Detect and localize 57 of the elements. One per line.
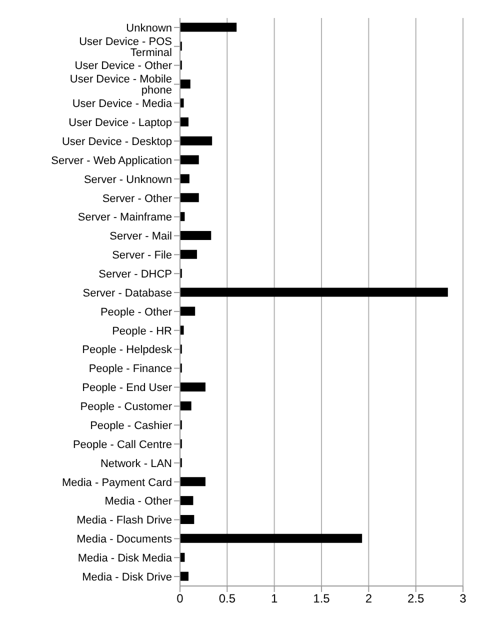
y-tick-label: People - End User	[82, 382, 172, 394]
bar	[180, 231, 212, 240]
x-tick-label: 0.5	[218, 592, 236, 606]
y-tick-label: Media - Payment Card	[62, 476, 172, 489]
y-tick-label: User Device - Laptop	[68, 117, 172, 130]
bar	[180, 117, 188, 126]
bar	[180, 288, 448, 297]
y-tick-label: Server - Mainframe	[78, 212, 172, 224]
y-tick-label: Network - LAN	[100, 458, 172, 470]
y-tick-label: People - Cashier	[90, 420, 172, 432]
y-tick-label: Server - Unknown	[84, 174, 172, 186]
x-tick-label: 2.5	[407, 592, 424, 606]
y-tick-label: Server - DHCP	[98, 268, 172, 281]
y-tick-label: Server - Web Application	[51, 154, 172, 167]
bar	[180, 306, 196, 316]
x-tick-label: 2	[365, 592, 372, 606]
y-tick-label: Media - Flash Drive	[76, 514, 172, 527]
y-tick-label: Server - File	[112, 250, 172, 262]
bar	[180, 326, 184, 335]
y-tick-label: User Device - Other	[74, 60, 172, 72]
y-tick-label: Server - Mail	[110, 230, 172, 243]
y-tick-label: User Device - Mobile phone	[70, 74, 172, 97]
y-tick-label: Media - Documents	[76, 534, 172, 546]
bar	[180, 136, 212, 146]
bar	[180, 534, 362, 543]
y-tick-label: People - Call Centre	[72, 438, 172, 451]
bar	[180, 174, 190, 184]
bar	[180, 477, 206, 486]
bar	[180, 250, 197, 259]
bar	[180, 496, 194, 506]
bar	[180, 515, 194, 524]
bar	[180, 80, 190, 89]
x-tick-label: 1.5	[313, 592, 330, 606]
y-tick-label: People - Finance	[88, 363, 172, 376]
y-tick-label: User Device - POS Terminal	[79, 36, 172, 59]
y-tick-label: Media - Disk Drive	[82, 571, 172, 584]
y-tick-label: People - HR	[112, 325, 172, 338]
y-tick-label: People - Other	[100, 306, 172, 318]
bar	[180, 382, 206, 392]
bar	[180, 401, 192, 410]
bar	[180, 22, 237, 32]
y-tick-label: Media - Disk Media	[78, 552, 173, 565]
bar	[180, 98, 184, 108]
bar	[180, 193, 199, 202]
x-tick-label: 1	[270, 592, 278, 606]
y-tick-label: Server - Other	[102, 192, 172, 205]
y-tick-label: User Device - Desktop	[62, 136, 172, 148]
y-tick-label: People - Customer	[80, 401, 172, 414]
y-tick-label: Unknown	[126, 22, 172, 34]
y-tick-label: People - Helpdesk	[82, 344, 172, 356]
y-tick-label: User Device - Media	[72, 98, 173, 110]
bar	[180, 155, 199, 164]
y-tick-label: Media - Other	[104, 496, 172, 508]
x-tick-label: 3	[460, 592, 467, 606]
y-tick-label: Server - Database	[82, 287, 172, 300]
bar	[180, 572, 188, 581]
x-tick-label: 0	[176, 592, 184, 606]
